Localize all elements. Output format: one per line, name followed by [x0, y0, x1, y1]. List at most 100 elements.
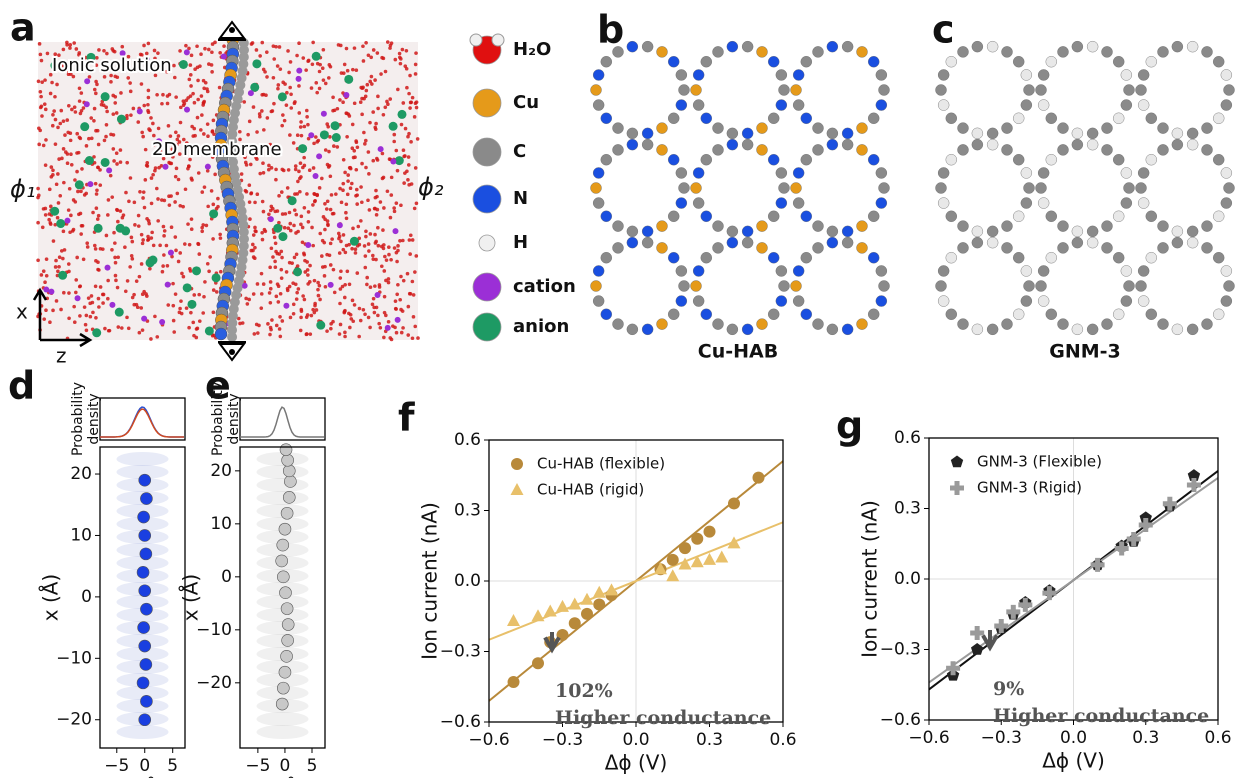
water	[360, 112, 364, 117]
density-cloud	[256, 530, 309, 544]
water	[388, 215, 393, 220]
lattice-atom	[741, 40, 754, 53]
water	[98, 183, 103, 187]
density-cloud	[256, 465, 309, 479]
lattice-atom	[1220, 197, 1233, 209]
point	[1114, 541, 1129, 556]
water	[299, 309, 304, 313]
water	[358, 100, 363, 105]
water	[254, 322, 259, 327]
water	[87, 136, 91, 141]
lattice-atom	[641, 138, 654, 151]
water	[192, 126, 197, 131]
point	[580, 592, 594, 605]
water	[93, 247, 98, 251]
water	[337, 332, 342, 336]
water	[376, 313, 380, 318]
lattice-atom	[600, 56, 612, 68]
lattice-atom	[792, 99, 805, 111]
lattice-atom	[1145, 308, 1157, 320]
water	[307, 280, 312, 284]
water	[155, 186, 159, 191]
water	[63, 133, 67, 137]
lattice-atom	[1071, 225, 1084, 238]
water	[300, 225, 305, 230]
water	[114, 278, 118, 283]
lattice-atom	[1120, 99, 1133, 111]
lattice-atom	[756, 242, 768, 254]
lattice-atom	[668, 252, 680, 264]
water	[406, 155, 411, 159]
water	[254, 155, 258, 160]
lattice-atom	[1001, 220, 1013, 232]
water	[361, 59, 366, 63]
lattice-atom	[768, 112, 780, 124]
water	[126, 54, 131, 59]
water	[186, 166, 190, 171]
cation	[283, 302, 290, 309]
water	[363, 142, 367, 146]
water	[391, 324, 395, 328]
water	[191, 91, 195, 96]
water	[343, 170, 347, 175]
water	[344, 210, 348, 215]
water	[252, 332, 257, 336]
water	[211, 237, 215, 241]
lattice-atom	[768, 154, 780, 166]
label: 2D membrane	[152, 139, 282, 160]
cation	[305, 241, 312, 248]
lattice-atom	[826, 138, 839, 151]
water	[327, 63, 332, 67]
water	[297, 169, 301, 174]
water	[43, 280, 47, 284]
water	[139, 306, 144, 310]
water	[355, 271, 360, 275]
water	[367, 208, 372, 212]
water	[141, 190, 146, 194]
water	[401, 278, 406, 283]
water	[145, 216, 149, 221]
water	[42, 102, 47, 106]
lattice-atom	[1201, 144, 1213, 156]
water	[72, 320, 77, 325]
water	[211, 118, 216, 123]
water	[304, 332, 309, 336]
water	[210, 50, 214, 55]
water	[343, 330, 347, 335]
water	[213, 172, 217, 177]
water	[320, 176, 324, 181]
water	[209, 189, 214, 193]
water	[92, 155, 96, 159]
point	[136, 566, 150, 579]
water	[364, 41, 368, 45]
water	[338, 287, 343, 291]
water	[95, 217, 100, 221]
water	[389, 41, 394, 45]
water	[36, 258, 40, 263]
atom-label: cation	[513, 276, 576, 297]
point	[531, 609, 545, 622]
water	[379, 72, 383, 76]
cation	[119, 50, 126, 57]
water	[200, 113, 204, 117]
panel-label: d	[8, 364, 35, 408]
water	[173, 292, 178, 296]
water	[200, 229, 205, 234]
water	[192, 293, 197, 297]
water	[68, 230, 72, 235]
lattice-atom	[856, 122, 868, 134]
water	[286, 226, 291, 231]
water	[336, 231, 341, 236]
water	[73, 178, 77, 182]
water	[401, 326, 405, 330]
water	[304, 315, 309, 319]
lattice-atom	[778, 182, 790, 194]
lattice-atom	[1113, 252, 1125, 264]
water	[94, 192, 99, 196]
lattice-atom	[971, 40, 984, 53]
water	[393, 57, 398, 62]
lattice-atom	[1045, 308, 1057, 320]
lattice-atom	[775, 69, 788, 81]
water	[187, 325, 191, 330]
y-tick-label: −20	[196, 673, 232, 693]
